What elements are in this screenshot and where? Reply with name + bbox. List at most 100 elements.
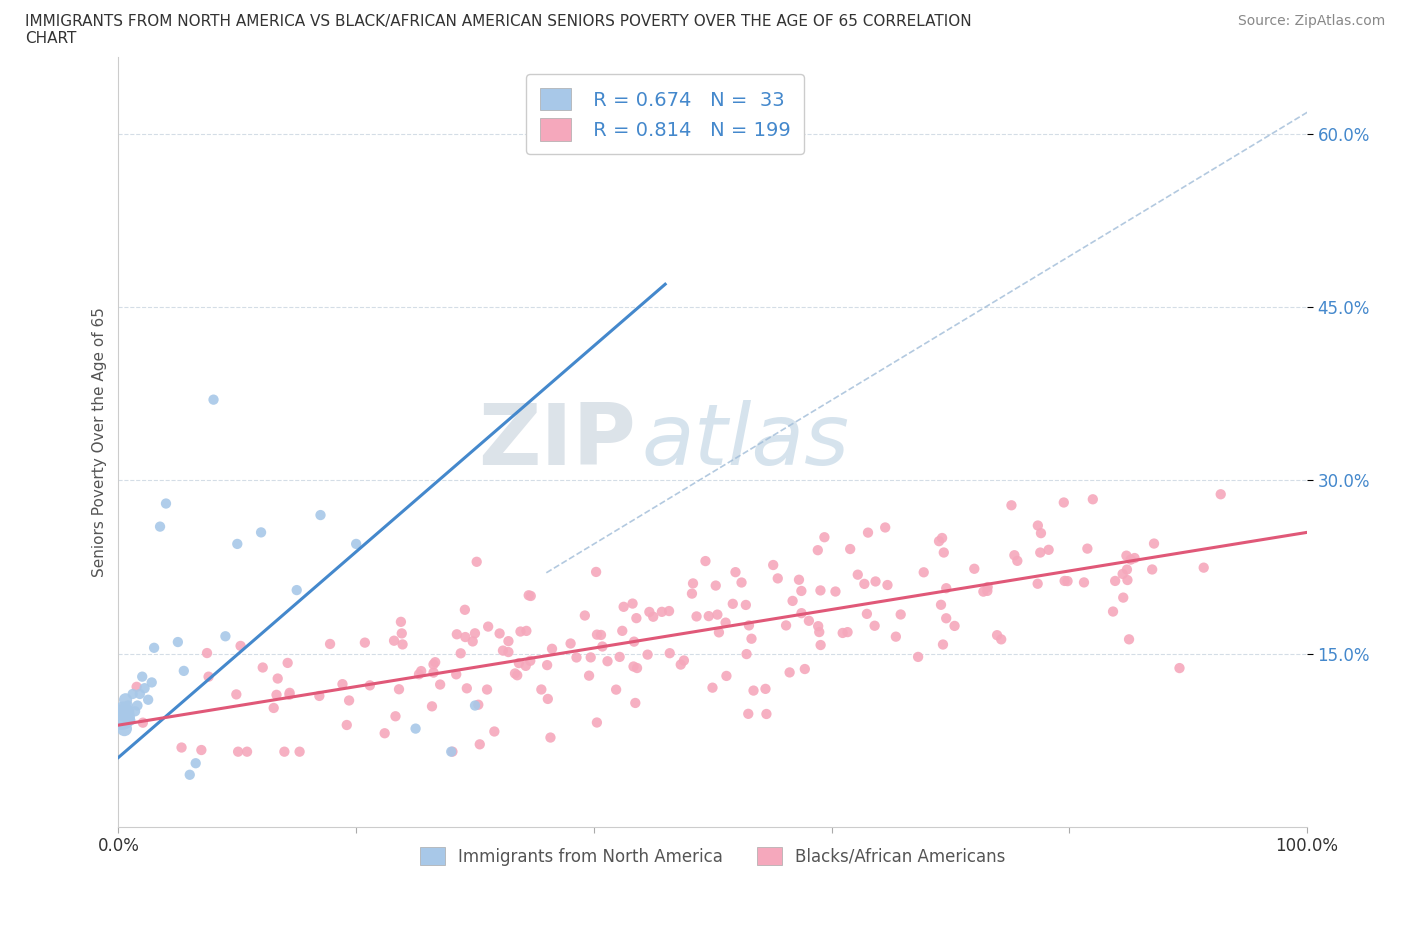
Point	[637, 647, 659, 662]
Point	[288, 744, 311, 759]
Point	[308, 688, 330, 703]
Point	[846, 567, 869, 582]
Point	[1053, 574, 1076, 589]
Point	[429, 677, 451, 692]
Point	[319, 636, 342, 651]
Point	[179, 767, 201, 782]
Point	[537, 692, 560, 707]
Point	[912, 565, 935, 579]
Point	[498, 633, 520, 648]
Point	[839, 541, 862, 556]
Point	[779, 665, 801, 680]
Point	[863, 618, 886, 633]
Point	[742, 684, 765, 698]
Point	[1123, 551, 1146, 565]
Text: CHART: CHART	[25, 31, 77, 46]
Point	[468, 737, 491, 751]
Point	[738, 618, 761, 632]
Point	[808, 625, 831, 640]
Point	[492, 644, 515, 658]
Point	[716, 669, 738, 684]
Point	[1029, 525, 1052, 540]
Point	[1053, 495, 1076, 510]
Point	[498, 644, 520, 659]
Point	[229, 639, 252, 654]
Point	[787, 572, 810, 587]
Point	[932, 637, 955, 652]
Point	[541, 642, 564, 657]
Point	[793, 661, 815, 676]
Point	[831, 626, 853, 641]
Point	[112, 704, 135, 719]
Point	[1104, 574, 1126, 589]
Point	[976, 579, 998, 594]
Point	[508, 656, 530, 671]
Point	[638, 604, 661, 619]
Point	[935, 611, 957, 626]
Point	[273, 744, 295, 759]
Point	[1111, 566, 1133, 581]
Point	[277, 656, 299, 671]
Point	[384, 709, 406, 724]
Point	[134, 681, 156, 696]
Point	[285, 583, 308, 598]
Point	[605, 683, 627, 698]
Point	[766, 571, 789, 586]
Point	[114, 692, 136, 707]
Point	[658, 604, 681, 618]
Point	[626, 660, 648, 675]
Point	[536, 658, 558, 672]
Point	[560, 636, 582, 651]
Point	[519, 589, 541, 604]
Point	[1056, 574, 1078, 589]
Point	[136, 692, 159, 707]
Point	[1118, 631, 1140, 646]
Point	[1168, 660, 1191, 675]
Point	[354, 635, 377, 650]
Point	[943, 618, 966, 633]
Point	[519, 654, 541, 669]
Point	[197, 670, 219, 684]
Point	[782, 593, 804, 608]
Point	[250, 525, 273, 539]
Point	[1026, 577, 1049, 591]
Point	[613, 599, 636, 614]
Point	[388, 682, 411, 697]
Point	[695, 553, 717, 568]
Point	[195, 645, 218, 660]
Point	[120, 713, 142, 728]
Point	[586, 627, 609, 642]
Point	[465, 554, 488, 569]
Point	[475, 682, 498, 697]
Point	[467, 698, 489, 712]
Point	[585, 565, 607, 579]
Point	[740, 631, 762, 646]
Point	[391, 637, 413, 652]
Point	[856, 525, 879, 540]
Point	[929, 597, 952, 612]
Point	[517, 588, 540, 603]
Point	[190, 742, 212, 757]
Point	[762, 558, 785, 573]
Point	[236, 744, 259, 759]
Point	[721, 596, 744, 611]
Point	[422, 665, 444, 680]
Point	[810, 583, 832, 598]
Point	[621, 596, 644, 611]
Point	[382, 633, 405, 648]
Point	[515, 658, 537, 673]
Point	[117, 698, 139, 713]
Point	[1073, 575, 1095, 590]
Point	[1002, 548, 1025, 563]
Point	[624, 696, 647, 711]
Point	[149, 519, 172, 534]
Point	[579, 650, 602, 665]
Point	[278, 685, 301, 700]
Point	[167, 634, 190, 649]
Point	[515, 623, 537, 638]
Point	[651, 604, 673, 619]
Point	[884, 630, 907, 644]
Point	[111, 710, 134, 724]
Point	[118, 704, 141, 719]
Point	[267, 671, 290, 686]
